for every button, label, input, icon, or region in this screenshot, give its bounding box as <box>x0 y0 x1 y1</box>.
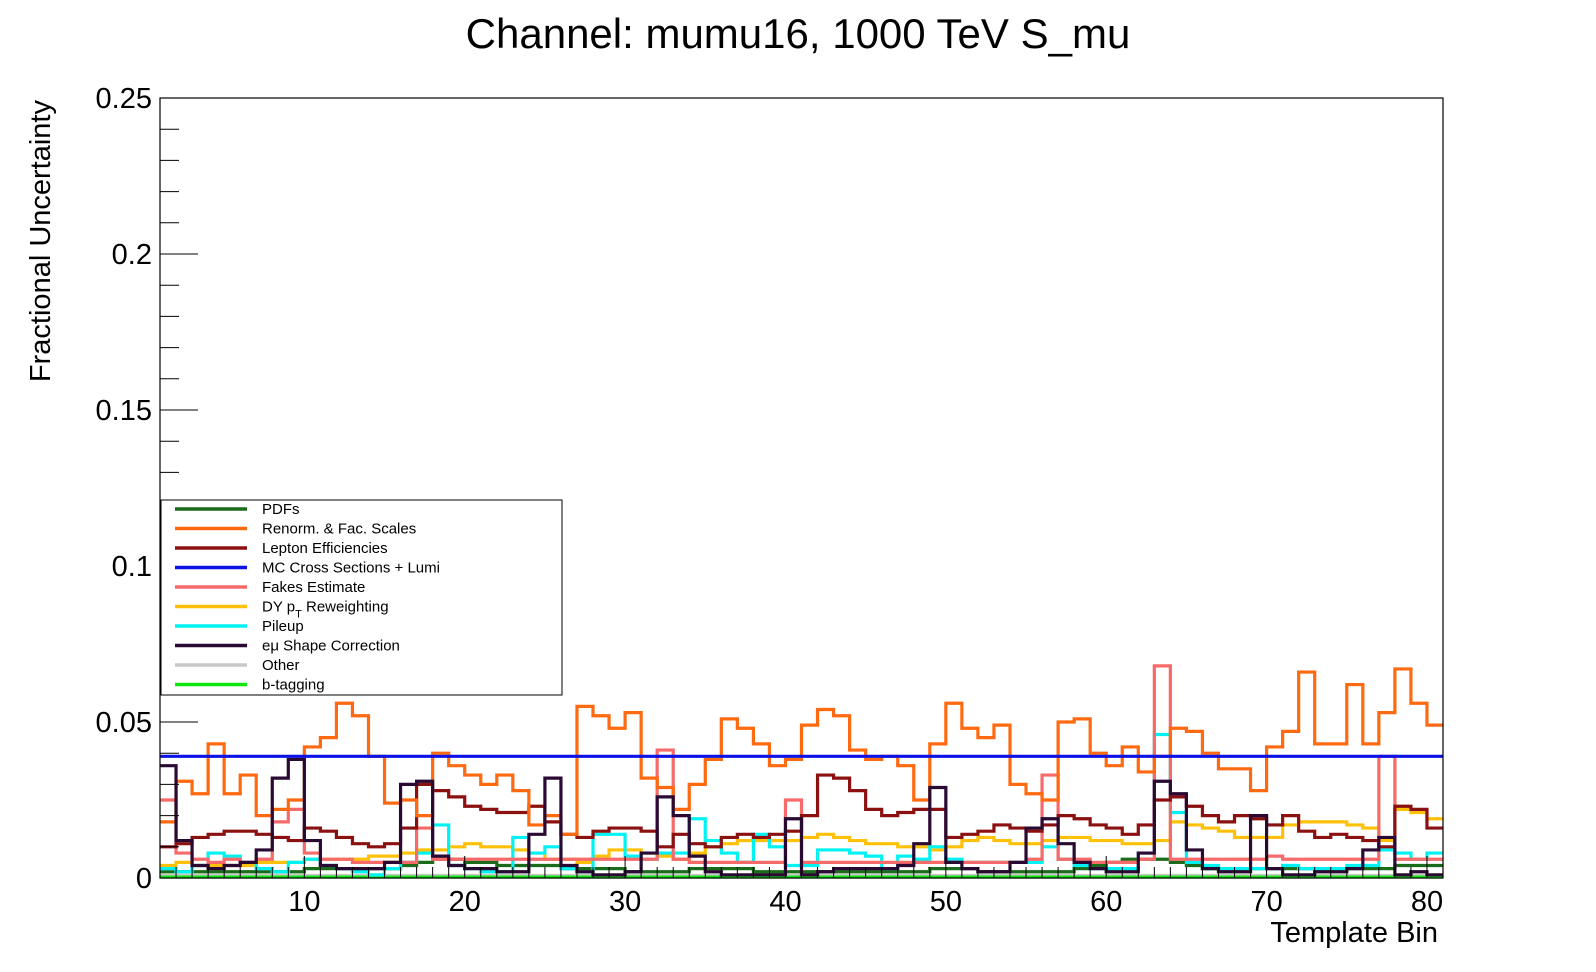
x-tick-label: 60 <box>1090 886 1122 918</box>
y-tick-label: 0.25 <box>96 83 152 115</box>
y-axis: 0 0.05 0.1 0.15 0.2 0.25 <box>96 83 198 895</box>
legend-label: MC Cross Sections + Lumi <box>262 560 440 577</box>
chart-title: Channel: mumu16, 1000 TeV S_mu <box>466 10 1131 57</box>
legend-label: DY pT Reweighting <box>262 599 389 621</box>
y-tick-label: 0.05 <box>96 707 152 739</box>
legend-label: eμ Shape Correction <box>262 638 400 655</box>
y-axis-label: Fractional Uncertainty <box>25 100 57 383</box>
legend-label: PDFs <box>262 501 300 518</box>
series-line-e-shape-correction <box>160 757 1443 877</box>
x-axis: 10 20 30 40 50 60 70 80 <box>159 856 1444 918</box>
x-tick-label: 80 <box>1411 886 1443 918</box>
x-tick-label: 50 <box>930 886 962 918</box>
legend-label: Lepton Efficiencies <box>262 540 388 557</box>
series-line-fakes-estimate <box>160 664 1443 864</box>
legend-label: Fakes Estimate <box>262 579 365 596</box>
y-tick-label: 0.2 <box>112 239 152 271</box>
x-tick-label: 20 <box>449 886 481 918</box>
x-tick-label: 30 <box>609 886 641 918</box>
x-tick-label: 10 <box>288 886 320 918</box>
y-tick-label: 0.15 <box>96 395 152 427</box>
legend-label: Pileup <box>262 618 304 635</box>
series-line-lepton-efficiencies <box>160 773 1443 849</box>
x-axis-label: Template Bin <box>1270 917 1438 949</box>
legend-label: Other <box>262 657 300 674</box>
y-tick-label: 0.1 <box>112 551 152 583</box>
y-tick-label: 0 <box>136 863 152 895</box>
legend-label: Renorm. & Fac. Scales <box>262 521 416 538</box>
plot-area <box>160 664 1443 879</box>
x-tick-label: 70 <box>1250 886 1282 918</box>
legend-label: b-tagging <box>262 677 325 694</box>
legend-box <box>160 499 563 696</box>
legend: PDFs Renorm. & Fac. Scales Lepton Efficien… <box>160 499 563 696</box>
x-tick-label: 40 <box>769 886 801 918</box>
